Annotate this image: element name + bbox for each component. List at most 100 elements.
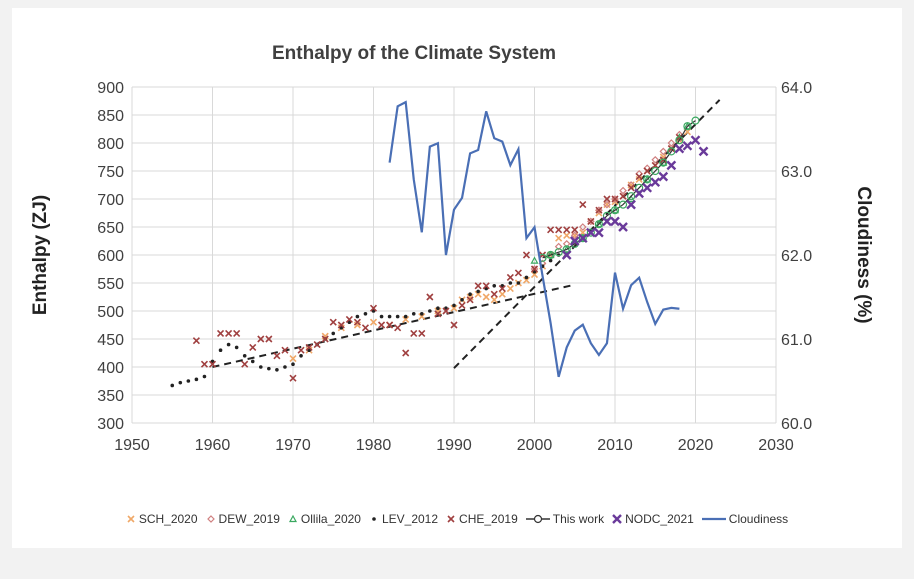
ollila-2020-point bbox=[683, 121, 692, 130]
this-work-point bbox=[635, 183, 644, 192]
this-work-point bbox=[586, 228, 595, 237]
lev-2012-point bbox=[387, 314, 392, 319]
legend-label: Cloudiness bbox=[728, 512, 789, 526]
lev-2012-point bbox=[411, 312, 416, 316]
lev-2012-point bbox=[548, 258, 553, 263]
lev-2012-point bbox=[299, 354, 303, 358]
legend-swatch-icon bbox=[372, 517, 376, 521]
legend-item: Cloudiness bbox=[701, 512, 789, 526]
che-2019-point bbox=[611, 195, 619, 203]
lev-2012-point bbox=[403, 314, 408, 319]
che-2019-point bbox=[659, 156, 667, 164]
this-work-point bbox=[643, 175, 652, 184]
che-2019-point bbox=[482, 282, 490, 290]
lev-2012-point bbox=[436, 306, 440, 311]
che-2019-point bbox=[579, 201, 587, 209]
x-tick-label: 1990 bbox=[436, 437, 472, 454]
y2-tick-label: 60.0 bbox=[781, 416, 812, 433]
che-2019-point bbox=[458, 301, 466, 309]
nodc-2021-point bbox=[650, 177, 661, 188]
x-tick-label: 1950 bbox=[114, 437, 150, 454]
dew-2019-point bbox=[570, 231, 579, 240]
this-work-point bbox=[618, 200, 628, 209]
che-2019-point bbox=[571, 226, 579, 234]
nodc-2021-point bbox=[569, 236, 580, 246]
legend-item: DEW_2019 bbox=[206, 512, 280, 526]
legend-marker-icon bbox=[612, 514, 622, 524]
ollila-2020-point bbox=[627, 194, 636, 203]
che-2019-point bbox=[466, 296, 474, 304]
legend-swatch-icon bbox=[206, 515, 215, 523]
che-2019-point bbox=[377, 321, 386, 329]
lev-2012-point bbox=[492, 284, 497, 288]
lev-2012-point bbox=[234, 345, 239, 350]
series-sch-2020 bbox=[289, 128, 692, 363]
dew-2019-point bbox=[619, 186, 627, 195]
y-tick-label: 850 bbox=[97, 108, 124, 125]
y-tick-label: 550 bbox=[97, 276, 124, 293]
sch-2020-point bbox=[289, 355, 297, 363]
this-work-point bbox=[578, 234, 587, 243]
nodc-2021-point bbox=[634, 188, 644, 199]
lev-2012-point bbox=[202, 374, 207, 379]
legend-item: Ollila_2020 bbox=[288, 512, 361, 526]
legend-item: NODC_2021 bbox=[612, 512, 694, 526]
x-tick-label: 1980 bbox=[356, 437, 392, 454]
lev-2012-point bbox=[226, 342, 231, 347]
che-2019-point bbox=[297, 346, 305, 354]
lev-2012-point bbox=[395, 314, 400, 319]
y2-tick-label: 64.0 bbox=[781, 80, 812, 97]
nodc-2021-point bbox=[610, 216, 620, 227]
che-2019-point bbox=[281, 346, 289, 354]
trend-line bbox=[453, 99, 721, 369]
dew-2019-point bbox=[659, 147, 668, 156]
lev-2012-point bbox=[420, 312, 424, 316]
legend-circle-icon bbox=[533, 514, 542, 524]
lev-2012-point bbox=[468, 292, 472, 297]
legend-swatch-icon bbox=[525, 514, 550, 524]
y-tick-label: 400 bbox=[97, 360, 124, 377]
y-tick-label: 300 bbox=[97, 416, 124, 433]
nodc-2021-point bbox=[594, 227, 604, 238]
che-2019-point bbox=[426, 293, 434, 301]
y-tick-label: 700 bbox=[97, 192, 124, 209]
che-2019-point bbox=[273, 352, 281, 360]
this-work-point bbox=[691, 116, 700, 125]
che-2019-point bbox=[587, 217, 595, 225]
che-2019-point bbox=[675, 133, 683, 141]
che-2019-point bbox=[434, 310, 442, 318]
che-2019-point bbox=[555, 226, 563, 234]
che-2019-point bbox=[394, 324, 402, 332]
this-work-point bbox=[562, 245, 571, 254]
sch-2020-point bbox=[530, 271, 539, 279]
che-2019-point bbox=[265, 335, 273, 343]
che-2019-point bbox=[603, 195, 611, 203]
legend-item: SCH_2020 bbox=[126, 512, 198, 526]
lev-2012-point bbox=[452, 303, 456, 308]
lev-2012-point bbox=[267, 366, 271, 371]
nodc-2021-point bbox=[674, 143, 685, 154]
dew-2019-point bbox=[554, 242, 563, 251]
this-work-point bbox=[626, 192, 636, 201]
che-2019-point bbox=[337, 321, 345, 329]
legend-marker-icon bbox=[288, 514, 297, 523]
y-tick-label: 450 bbox=[97, 332, 124, 349]
che-2019-point bbox=[192, 337, 200, 345]
x-tick-label: 1970 bbox=[275, 437, 311, 454]
nodc-2021-point bbox=[577, 233, 588, 244]
lev-2012-point bbox=[460, 298, 464, 302]
che-2019-point bbox=[233, 329, 241, 337]
this-work-point bbox=[594, 220, 604, 229]
che-2019-point bbox=[216, 329, 225, 337]
legend-label: NODC_2021 bbox=[625, 512, 694, 526]
y-tick-label: 900 bbox=[97, 80, 124, 97]
dew-2019-point bbox=[667, 139, 676, 147]
lev-2012-point bbox=[250, 359, 255, 364]
che-2019-point bbox=[498, 285, 506, 293]
che-2019-point bbox=[225, 329, 233, 337]
chart-frame bbox=[12, 8, 902, 548]
lev-2012-point bbox=[428, 309, 432, 313]
sch-2020-point bbox=[555, 234, 563, 242]
lev-2012-point bbox=[508, 281, 513, 285]
sch-2020-point bbox=[603, 201, 611, 209]
